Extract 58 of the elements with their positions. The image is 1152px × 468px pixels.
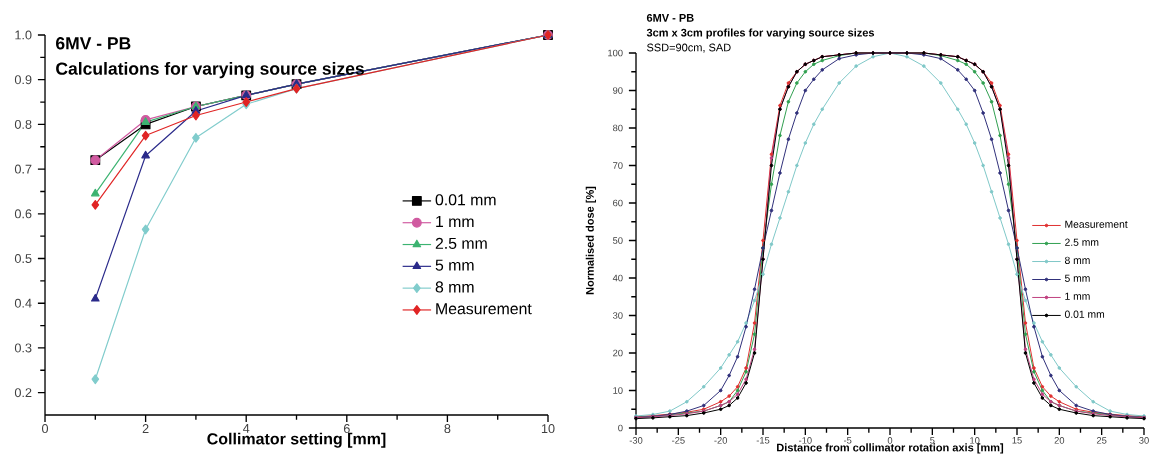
- x-tick-label: 5: [930, 437, 935, 444]
- x-tick-label: 8: [444, 424, 451, 434]
- legend-label: 2.5 mm: [1065, 238, 1099, 246]
- legend-label: 5 mm: [1064, 274, 1090, 282]
- legend-label: 1 mm: [436, 216, 474, 227]
- legend-label: 0.01 mm: [435, 194, 496, 206]
- y-tick-label: 20: [613, 349, 623, 357]
- legend-label: 1 mm: [1065, 292, 1090, 300]
- y-tick-label: 0.2: [14, 388, 32, 398]
- y-tick-label: 60: [613, 199, 623, 207]
- legend-label: 8 mm: [435, 281, 474, 293]
- legend-label: 0.01 mm: [1064, 310, 1105, 318]
- x-tick-label: -5: [843, 437, 852, 444]
- y-tick-label: 0.3: [14, 343, 32, 353]
- x-tick-label: -15: [756, 437, 770, 444]
- x-tick-label: 25: [1096, 437, 1107, 444]
- x-axis-title: Collimator setting [mm]: [207, 432, 386, 448]
- y-tick-label: 90: [613, 87, 623, 94]
- x-tick-label: 0: [887, 437, 893, 444]
- legend-label: Measurement: [1065, 220, 1128, 228]
- x-tick-label: 4: [242, 424, 250, 433]
- x-tick-label: 30: [1139, 437, 1149, 444]
- y-tick-label: 40: [612, 274, 623, 282]
- legend-label: 8 mm: [1064, 256, 1090, 264]
- chart-title: 6MV - PB: [646, 13, 694, 22]
- x-tick-label: 6: [343, 424, 350, 434]
- x-tick-label: 10: [541, 424, 555, 434]
- text: SSD=90cm, SAD: [647, 43, 731, 53]
- legend-label: 5 mm: [435, 259, 474, 271]
- x-tick-label: -20: [714, 437, 728, 444]
- y-tick-label: 100: [608, 49, 623, 57]
- x-tick-label: -10: [799, 437, 812, 444]
- chart-subtitle: 3cm x 3cm profiles for varying source sizes: [646, 28, 875, 39]
- y-tick-label: 50: [612, 237, 623, 244]
- y-tick-label: 0.9: [14, 75, 32, 85]
- y-tick-label: 0.5: [14, 254, 32, 264]
- x-tick-label: -30: [629, 437, 643, 444]
- y-tick-label: 0.4: [14, 298, 32, 308]
- x-tick-label: 2: [142, 424, 149, 433]
- x-tick-label: 20: [1054, 437, 1065, 444]
- y-tick-label: 10: [613, 387, 623, 394]
- x-tick-label: 0: [41, 424, 49, 434]
- x-axis-title: Distance from collimator rotation axis [mm]: [777, 443, 1004, 454]
- y-tick-label: 0.6: [14, 209, 32, 219]
- y-tick-label: 0.8: [14, 119, 32, 129]
- y-tick-label: 80: [613, 124, 623, 132]
- legend-label: 2.5 mm: [435, 237, 487, 249]
- x-tick-label: -25: [672, 437, 685, 444]
- chart-title: 6MV - PB: [56, 37, 131, 50]
- y-tick-label: 30: [612, 312, 623, 319]
- y-axis-title: Normalised dose [%]: [585, 186, 596, 295]
- x-tick-label: 10: [970, 437, 980, 444]
- y-tick-label: 1.0: [15, 30, 32, 40]
- text: Calculations for varying source sizes: [56, 61, 364, 79]
- y-tick-label: 70: [613, 162, 623, 169]
- x-tick-label: 15: [1012, 437, 1022, 444]
- legend-label: Measurement: [436, 303, 532, 315]
- y-tick-label: 0.7: [14, 164, 32, 174]
